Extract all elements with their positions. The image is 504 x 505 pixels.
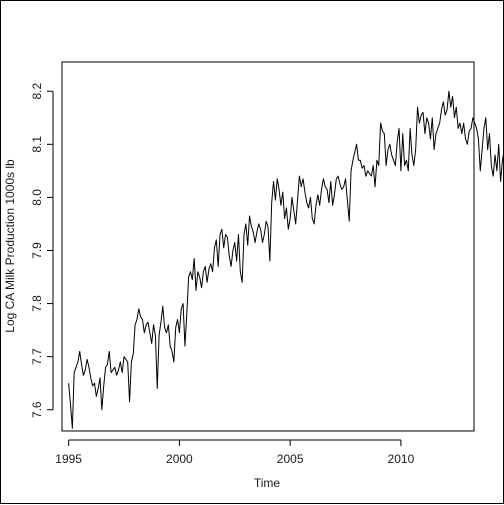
y-tick-label: 7.6	[30, 401, 44, 418]
x-tick-label: 2005	[277, 452, 304, 466]
y-tick-label: 7.7	[30, 348, 44, 365]
series-layer	[68, 90, 504, 429]
x-axis: 1995 2000 2005 2010	[55, 439, 415, 466]
y-axis: 7.6 7.7 7.8 7.9 8.0 8.1 8.2	[30, 83, 54, 418]
y-tick-label: 8.0	[30, 189, 44, 206]
series-line	[68, 90, 504, 429]
x-axis-title: Time	[254, 476, 281, 490]
y-tick-label: 8.1	[30, 136, 44, 153]
y-axis-title: Log CA Milk Production 1000s lb	[3, 159, 17, 333]
x-tick-label: 2010	[388, 452, 415, 466]
y-tick-label: 7.8	[30, 295, 44, 312]
y-tick-label: 7.9	[30, 242, 44, 259]
plot-area-box	[61, 61, 475, 432]
y-tick-label: 8.2	[30, 83, 44, 100]
x-tick-label: 2000	[166, 452, 193, 466]
x-tick-label: 1995	[55, 452, 82, 466]
